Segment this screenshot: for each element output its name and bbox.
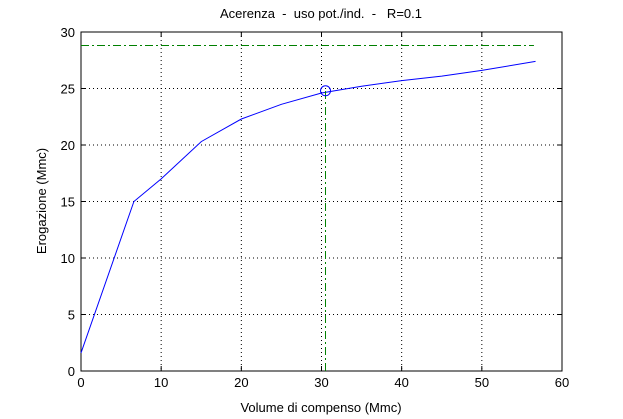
x-tick-label: 0 <box>77 375 84 390</box>
y-tick-label: 30 <box>61 25 75 40</box>
x-tick-label: 40 <box>394 375 408 390</box>
y-tick-label: 5 <box>68 308 75 323</box>
y-tick-label: 10 <box>61 251 75 266</box>
x-tick-label: 10 <box>154 375 168 390</box>
x-axis-label: Volume di compenso (Mmc) <box>240 400 401 415</box>
marker <box>320 85 332 97</box>
x-tick-label: 50 <box>475 375 489 390</box>
y-tick-label: 15 <box>61 195 75 210</box>
y-tick-label: 25 <box>61 82 75 97</box>
y-axis-label: Erogazione (Mmc) <box>34 148 49 254</box>
x-tick-label: 20 <box>234 375 248 390</box>
plot-frame <box>80 31 563 372</box>
y-tick-label: 20 <box>61 138 75 153</box>
chart-title: Acerenza - uso pot./ind. - R=0.1 <box>220 6 422 21</box>
y-tick-label: 0 <box>68 364 75 379</box>
x-tick-label: 60 <box>555 375 569 390</box>
series-line <box>80 60 536 354</box>
x-tick-label: 30 <box>314 375 328 390</box>
